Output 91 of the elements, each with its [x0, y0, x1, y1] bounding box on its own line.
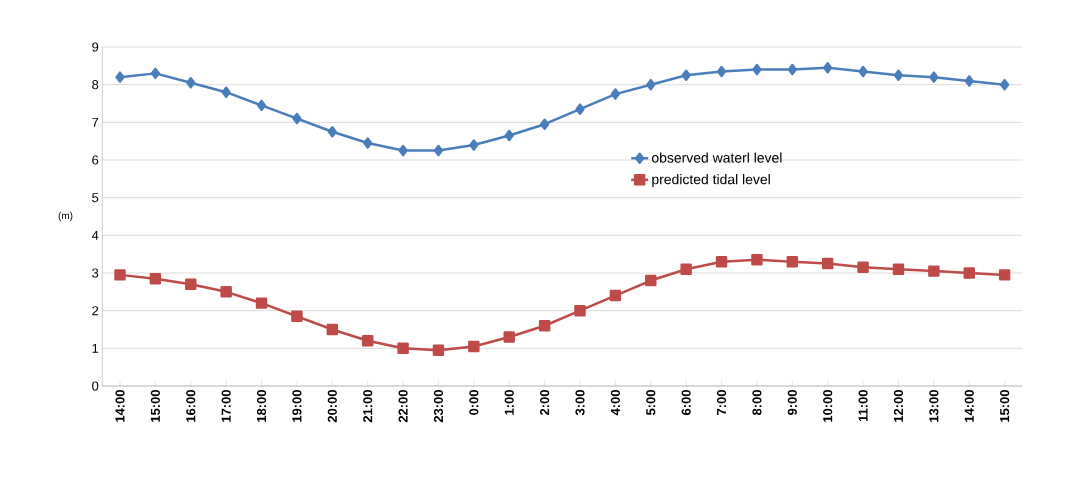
- point: [327, 126, 337, 138]
- point: [397, 342, 409, 355]
- point: [998, 269, 1011, 281]
- point: [255, 297, 268, 309]
- point: [1000, 78, 1010, 91]
- point: [504, 129, 514, 142]
- x-tick-label: 14:00: [964, 390, 974, 422]
- point: [928, 265, 940, 277]
- y-tick-label: 0: [92, 381, 99, 391]
- point: [857, 261, 869, 274]
- point: [610, 88, 620, 100]
- point: [256, 99, 267, 112]
- point: [186, 77, 196, 89]
- point: [680, 263, 692, 275]
- x-tick-label: 11:00: [858, 390, 868, 422]
- point: [291, 310, 303, 323]
- point: [468, 340, 480, 353]
- x-tick-label: 9:00: [787, 390, 797, 415]
- x-tick-label: 19:00: [292, 390, 302, 422]
- point: [893, 69, 904, 81]
- point: [787, 63, 797, 76]
- x-tick-label: 12:00: [893, 390, 904, 422]
- legend-label: predicted tidal level: [652, 174, 770, 188]
- point: [858, 65, 868, 78]
- y-tick-label: 5: [92, 193, 99, 203]
- x-tick-label: 7:00: [716, 390, 727, 415]
- point: [645, 274, 657, 287]
- point: [114, 269, 126, 281]
- x-tick-label: 8:00: [752, 390, 762, 416]
- point: [715, 255, 728, 268]
- x-tick-label: 13:00: [929, 390, 939, 422]
- x-tick-label: 2:00: [540, 390, 550, 415]
- y-tick-label: 9: [92, 42, 99, 52]
- point: [646, 78, 656, 91]
- x-tick-label: 6:00: [681, 390, 691, 415]
- point: [503, 331, 515, 343]
- point: [185, 278, 197, 291]
- point: [150, 67, 160, 80]
- y-tick-label: 6: [92, 155, 99, 165]
- x-tick-label: 15:00: [1000, 390, 1010, 422]
- point: [363, 137, 373, 149]
- x-tick-label: 20:00: [327, 390, 337, 423]
- point: [115, 71, 125, 83]
- point: [964, 75, 974, 87]
- point: [538, 320, 551, 332]
- x-tick-label: 0:00: [469, 390, 479, 415]
- point: [574, 304, 586, 317]
- point: [221, 86, 231, 98]
- x-tick-label: 16:00: [186, 390, 196, 422]
- x-tick-label: 10:00: [823, 390, 833, 422]
- point: [398, 144, 408, 157]
- x-tick-label: 14:00: [115, 390, 125, 422]
- point: [929, 71, 939, 83]
- y-tick-label: 8: [92, 80, 99, 90]
- x-tick-label: 5:00: [646, 390, 656, 416]
- y-axis-title: (m): [58, 211, 73, 222]
- point: [361, 335, 374, 347]
- point: [681, 69, 691, 81]
- point: [823, 61, 833, 74]
- x-tick-label: 3:00: [575, 390, 585, 416]
- point: [149, 272, 162, 285]
- point: [540, 118, 550, 130]
- x-tick-label: 4:00: [610, 390, 620, 416]
- point: [575, 103, 585, 115]
- point: [469, 139, 479, 151]
- point: [821, 257, 834, 270]
- point: [609, 289, 622, 302]
- point: [786, 255, 799, 268]
- x-tick-label: 15:00: [150, 390, 160, 422]
- y-tick-label: 4: [91, 230, 99, 240]
- point: [220, 286, 232, 298]
- point: [963, 267, 975, 279]
- x-tick-label: 17:00: [221, 390, 231, 422]
- y-tick-label: 3: [92, 268, 99, 278]
- point: [432, 344, 445, 356]
- y-tick-label: 1: [92, 343, 99, 353]
- legend-label: observed waterl level: [651, 152, 782, 163]
- point: [326, 323, 339, 336]
- x-tick-label: 1:00: [504, 390, 514, 415]
- x-tick-label: 22:00: [398, 390, 408, 423]
- y-tick-label: 2: [92, 306, 99, 316]
- point: [752, 63, 762, 76]
- point: [433, 144, 444, 157]
- point: [292, 112, 302, 125]
- point: [892, 263, 905, 275]
- x-tick-label: 23:00: [433, 390, 444, 423]
- y-tick-label: 7: [92, 117, 99, 127]
- x-tick-label: 18:00: [256, 390, 267, 422]
- x-tick-label: 21:00: [363, 390, 373, 423]
- point: [716, 65, 727, 78]
- point: [751, 254, 763, 266]
